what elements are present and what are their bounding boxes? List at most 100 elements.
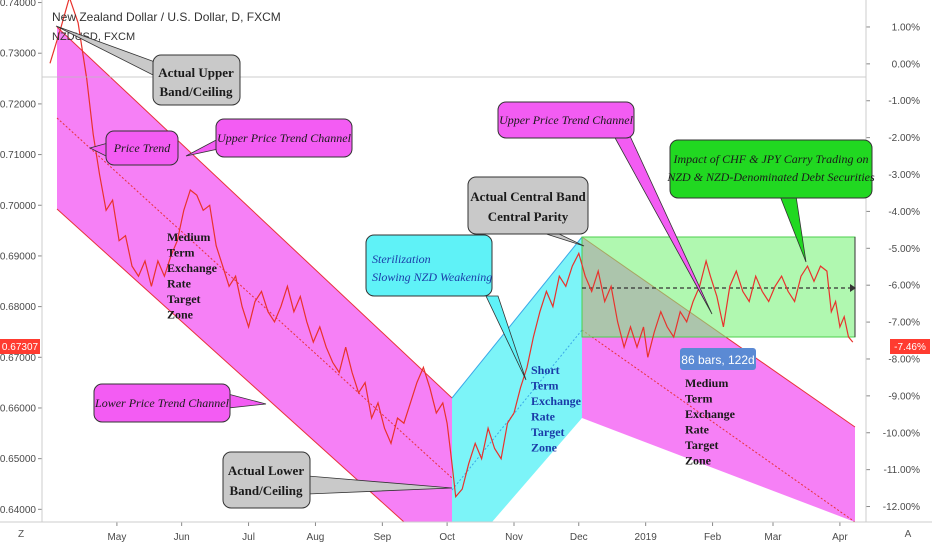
pct-tick-label: -10.00% [883, 428, 920, 439]
x-tick-label: Dec [570, 532, 588, 543]
pct-tick-label: -8.00% [888, 354, 920, 365]
time-axis[interactable]: May Jun Jul Aug Sep Oct Nov Dec 2019 Feb Mar Apr [107, 522, 848, 543]
impact-callout[interactable] [669, 139, 873, 199]
pct-tick-label: -11.00% [883, 465, 920, 476]
pct-tick-label: -9.00% [888, 391, 920, 402]
pct-tick-label: -6.00% [888, 281, 920, 292]
lower-channel-text: Lower Price Trend Channel [94, 396, 230, 410]
ascending-channel-upper-line [451, 236, 583, 399]
y-tick-label: 0.71000 [0, 150, 36, 161]
bars-info-text: 86 bars, 122d [681, 353, 754, 367]
pct-tick-label: -2.00% [888, 133, 920, 144]
actual-upper-text-1: Actual Upper [158, 65, 234, 80]
medium-zone-right-line: Target [685, 438, 719, 452]
main-channel-upper-line [56, 26, 453, 399]
x-tick-label: Sep [373, 532, 391, 543]
pct-tick-label: -3.00% [888, 170, 920, 181]
pct-tick-label: -1.00% [888, 96, 920, 107]
medium-zone-left-line: Exchange [167, 261, 218, 275]
pct-tick-label: 0.00% [892, 59, 920, 70]
scale-mode-z-button[interactable]: Z [18, 529, 24, 540]
medium-zone-left-line: Term [167, 246, 195, 260]
auto-scale-button[interactable]: A [905, 529, 912, 540]
y-tick-label: 0.67000 [0, 353, 36, 364]
medium-zone-left-line: Target [167, 292, 201, 306]
x-tick-label: Apr [832, 532, 848, 543]
upper-channel-right-callout[interactable] [497, 101, 635, 139]
actual-central-text-2: Central Parity [488, 209, 569, 224]
sterilization-callout[interactable] [365, 234, 493, 297]
price-range-arrow [850, 284, 856, 292]
pct-tick-label: -7.00% [888, 318, 920, 329]
x-tick-label: 2019 [635, 532, 658, 543]
main-channel-lower-line [56, 208, 405, 523]
short-zone-line: Rate [531, 410, 556, 424]
price-trend-text: Price Trend [113, 141, 172, 155]
medium-zone-left-line: Rate [167, 277, 192, 291]
upper-channel-left-text: Upper Price Trend Channel [217, 131, 352, 145]
x-tick-label: Jul [242, 532, 255, 543]
short-zone-line: Target [531, 425, 565, 439]
main-channel-midline [56, 117, 453, 479]
actual-central-text-1: Actual Central Band [470, 189, 586, 204]
pct-tick-label: -12.00% [883, 502, 920, 513]
short-zone-line: Term [531, 379, 559, 393]
medium-zone-left-line: Medium [167, 230, 210, 244]
short-zone-line: Short [531, 363, 560, 377]
x-tick-label: Jun [174, 532, 190, 543]
medium-zone-right-line: Medium [685, 376, 728, 390]
medium-zone-right-line: Exchange [685, 407, 736, 421]
bars-info-tag[interactable] [680, 348, 756, 370]
y-tick-label: 0.64000 [0, 505, 36, 516]
y-tick-label: 0.65000 [0, 454, 36, 465]
y-tick-label: 0.73000 [0, 49, 36, 60]
medium-zone-left-line: Zone [167, 308, 194, 322]
medium-zone-right-line: Term [685, 392, 713, 406]
actual-upper-callout[interactable] [152, 54, 241, 106]
actual-lower-callout[interactable] [222, 451, 311, 509]
pct-tick-label: -5.00% [888, 244, 920, 255]
sterilization-text-2: Slowing NZD Weakening [372, 270, 492, 284]
actual-lower-text-1: Actual Lower [228, 463, 304, 478]
y-tick-label: 0.68000 [0, 302, 36, 313]
x-tick-label: Oct [439, 532, 455, 543]
y-tick-label: 0.69000 [0, 251, 36, 262]
price-series-line[interactable] [49, 0, 854, 499]
actual-central-callout[interactable] [467, 176, 589, 235]
price-trend-callout[interactable] [105, 130, 179, 166]
actual-upper-text-2: Band/Ceiling [160, 84, 233, 99]
pct-tick-label: -4.00% [888, 207, 920, 218]
price-range-box[interactable] [581, 236, 856, 338]
impact-text-1: Impact of CHF & JPY Carry Trading on [672, 152, 868, 166]
x-tick-label: Aug [307, 532, 325, 543]
actual-lower-text-2: Band/Ceiling [230, 483, 303, 498]
pct-tick-label: 1.00% [892, 22, 920, 33]
lower-channel-callout[interactable] [93, 383, 231, 423]
upper-channel-left-callout[interactable] [215, 118, 353, 158]
chart-title: New Zealand Dollar / U.S. Dollar, D, FXC… [52, 10, 281, 24]
current-price-text: 0.67307 [2, 342, 39, 353]
y-tick-label: 0.66000 [0, 403, 36, 414]
current-pct-text: -7.46% [894, 342, 926, 353]
right-percent-axis[interactable]: 2.00%1.00%0.00%-1.00%-2.00%-3.00%-4.00%-… [866, 0, 920, 513]
x-tick-label: Mar [764, 532, 782, 543]
sterilization-text-1: Sterilization [372, 252, 431, 266]
x-tick-label: May [107, 532, 126, 543]
ascending-channel [452, 237, 582, 522]
medium-zone-right-line: Rate [685, 423, 710, 437]
y-tick-label: 0.74000 [0, 0, 36, 9]
short-zone-line: Zone [531, 441, 558, 455]
left-price-axis[interactable]: 0.74000 0.73000 0.72000 0.71000 0.70000 0.690… [0, 0, 42, 516]
current-price-tag [0, 339, 40, 354]
sterilization-pointer [485, 295, 527, 381]
y-tick-label: 0.72000 [0, 99, 36, 110]
impact-text-2: NZD & NZD-Denominated Debt Securities [666, 170, 875, 184]
upper-channel-right-text: Upper Price Trend Channel [499, 113, 634, 127]
short-zone-line: Exchange [531, 394, 582, 408]
y-tick-label: 0.70000 [0, 201, 36, 212]
